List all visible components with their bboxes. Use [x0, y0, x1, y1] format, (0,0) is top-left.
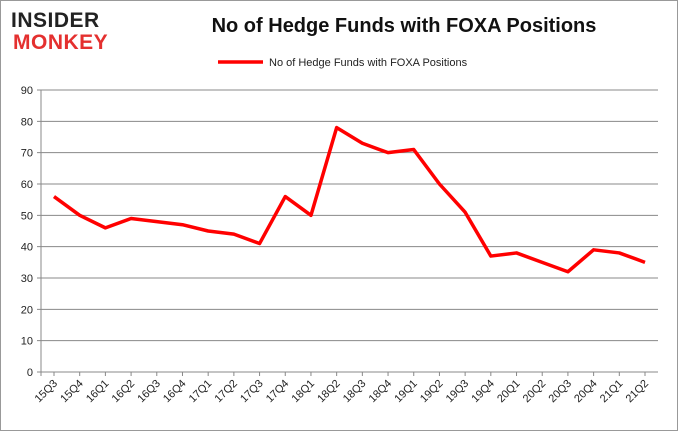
chart-title: No of Hedge Funds with FOXA Positions [211, 15, 597, 37]
y-tick-label: 80 [21, 116, 33, 128]
x-tick-label: 20Q3 [547, 378, 575, 406]
x-tick-label: 16Q1 [84, 378, 112, 406]
x-tick-label: 19Q2 [418, 378, 446, 406]
x-tick-label: 16Q4 [161, 378, 189, 406]
x-tick-label: 17Q4 [264, 378, 292, 406]
x-tick-label: 17Q2 [212, 378, 240, 406]
legend-label: No of Hedge Funds with FOXA Positions [269, 57, 468, 69]
x-tick-label: 17Q1 [187, 378, 215, 406]
y-tick-label: 50 [21, 210, 33, 222]
x-tick-label: 21Q1 [598, 378, 626, 406]
x-tick-label: 16Q3 [135, 378, 163, 406]
x-tick-label: 18Q4 [367, 378, 395, 406]
x-tick-label: 17Q3 [238, 378, 266, 406]
x-tick-label: 18Q1 [290, 378, 318, 406]
insider-monkey-logo: INSIDER MONKEY [11, 7, 131, 55]
y-tick-label: 10 [21, 336, 33, 348]
x-tick-label: 15Q3 [33, 378, 61, 406]
y-tick-label: 20 [21, 304, 33, 316]
x-tick-label: 19Q4 [469, 378, 497, 406]
x-tick-label: 21Q2 [624, 378, 652, 406]
y-tick-label: 70 [21, 148, 33, 160]
x-tick-label: 16Q2 [110, 378, 138, 406]
logo-line2: MONKEY [13, 31, 109, 54]
y-tick-label: 60 [21, 179, 33, 191]
x-tick-label: 18Q2 [315, 378, 343, 406]
y-tick-label: 30 [21, 273, 33, 285]
y-tick-label: 40 [21, 242, 33, 254]
y-tick-label: 0 [27, 367, 33, 379]
x-tick-label: 20Q1 [495, 378, 523, 406]
series-line [52, 125, 646, 274]
x-tick-label: 18Q3 [341, 378, 369, 406]
y-tick-label: 90 [21, 85, 33, 97]
x-tick-label: 15Q4 [58, 378, 86, 406]
x-tick-label: 20Q4 [572, 378, 600, 406]
logo-line1: INSIDER [11, 9, 100, 32]
x-tick-label: 19Q3 [444, 378, 472, 406]
x-tick-label: 20Q2 [521, 378, 549, 406]
x-tick-label: 19Q1 [392, 378, 420, 406]
